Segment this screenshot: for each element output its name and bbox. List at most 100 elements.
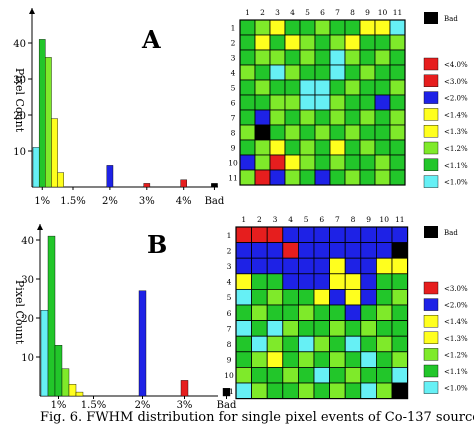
- map-cell: [282, 320, 299, 337]
- map-col-label: 11: [393, 8, 403, 17]
- map-cell: [329, 351, 346, 368]
- map-cell: [329, 64, 346, 81]
- map-cell: [266, 320, 284, 337]
- map-cell: [266, 366, 284, 384]
- legend-swatch: [423, 91, 439, 104]
- map-cell: [239, 139, 256, 156]
- map-cell: [344, 124, 361, 141]
- map-cell: [389, 94, 406, 111]
- map-row-label: 9: [231, 144, 236, 153]
- map-cell: [299, 19, 316, 36]
- map-cell: [375, 257, 393, 275]
- map-row-label: 6: [231, 99, 236, 108]
- map-cell: [359, 94, 376, 111]
- map-cell: [360, 257, 377, 275]
- y-tick-label: 30: [21, 275, 34, 286]
- legend-label: <1.3%: [444, 128, 468, 136]
- histogram-bar: [45, 57, 52, 188]
- map-cell: [344, 242, 362, 259]
- map-cell: [239, 64, 256, 81]
- map-cell: [297, 257, 315, 275]
- map-col-label: 1: [241, 215, 246, 224]
- map-cell: [359, 154, 376, 171]
- map-cell: [344, 169, 361, 186]
- histogram-bar: [51, 118, 58, 188]
- map-cell: [329, 304, 346, 322]
- map-cell: [239, 79, 256, 96]
- map-cell: [389, 64, 406, 81]
- map-cell: [266, 273, 284, 290]
- legend-label: <2.0%: [444, 302, 468, 310]
- y-axis-label: Pixel Count: [13, 68, 26, 133]
- map-cell: [374, 79, 391, 96]
- y-tick-label: 40: [13, 39, 26, 50]
- map-row-label: 10: [228, 159, 238, 168]
- map-cell: [374, 19, 391, 36]
- map-row-label: 6: [227, 309, 232, 318]
- map-cell: [360, 351, 377, 368]
- map-cell: [313, 242, 331, 259]
- map-cell: [329, 169, 346, 186]
- map-cell: [375, 320, 393, 337]
- map-cell: [251, 382, 268, 400]
- map-cell: [269, 154, 286, 171]
- histogram-bar: [47, 235, 56, 397]
- map-cell: [314, 94, 331, 111]
- map-cell: [375, 273, 393, 290]
- map-cell: [389, 139, 406, 156]
- map-cell: [284, 19, 301, 36]
- map-cell: [359, 79, 376, 96]
- map-cell: [313, 366, 331, 384]
- map-cell: [344, 257, 362, 275]
- map-cell: [251, 273, 268, 290]
- x-tick-label: Bad: [205, 196, 225, 207]
- map-cell: [344, 335, 362, 353]
- map-cell: [344, 304, 362, 322]
- legend-swatch: [423, 124, 439, 138]
- map-cell: [344, 34, 361, 51]
- legend-label: <3.0%: [444, 285, 468, 293]
- histogram-bar: [75, 391, 84, 397]
- map-cell: [391, 242, 409, 259]
- map-cell: [359, 109, 376, 126]
- map-col-label: 9: [365, 8, 370, 17]
- histogram-bar: [38, 39, 46, 188]
- map-cell: [314, 34, 331, 51]
- map-row-label: 8: [227, 340, 232, 349]
- map-cell: [344, 226, 362, 244]
- map-cell: [269, 49, 286, 66]
- map-cell: [344, 351, 362, 368]
- map-cell: [284, 94, 301, 111]
- map-cell: [299, 94, 316, 111]
- map-cell: [389, 109, 406, 126]
- legend-swatch: [423, 348, 439, 361]
- map-cell: [391, 335, 409, 353]
- map-cell: [344, 273, 362, 290]
- x-tick-label: 1.5%: [81, 400, 106, 411]
- map-cell: [239, 34, 256, 51]
- map-cell: [254, 169, 271, 186]
- map-cell: [329, 19, 346, 36]
- map-cell: [254, 79, 271, 96]
- map-cell: [284, 169, 301, 186]
- map-cell: [266, 257, 284, 275]
- map-cell: [266, 288, 284, 306]
- map-row-label: 4: [227, 278, 232, 287]
- legend-label: <1.0%: [444, 179, 468, 187]
- map-cell: [284, 109, 301, 126]
- map-row-label: 10: [224, 371, 234, 380]
- panel-label: B: [147, 230, 167, 259]
- map-cell: [389, 34, 406, 51]
- map-cell: [235, 257, 253, 275]
- histogram-bar: [54, 345, 63, 397]
- map-cell: [375, 351, 393, 368]
- map-cell: [360, 226, 377, 244]
- map-cell: [269, 139, 286, 156]
- map-cell: [297, 273, 315, 290]
- map-cell: [251, 335, 268, 353]
- map-cell: [389, 154, 406, 171]
- map-row-label: 11: [228, 174, 238, 183]
- legend-label: <4.0%: [444, 61, 468, 69]
- map-cell: [282, 335, 299, 353]
- legend-swatch: [423, 74, 439, 88]
